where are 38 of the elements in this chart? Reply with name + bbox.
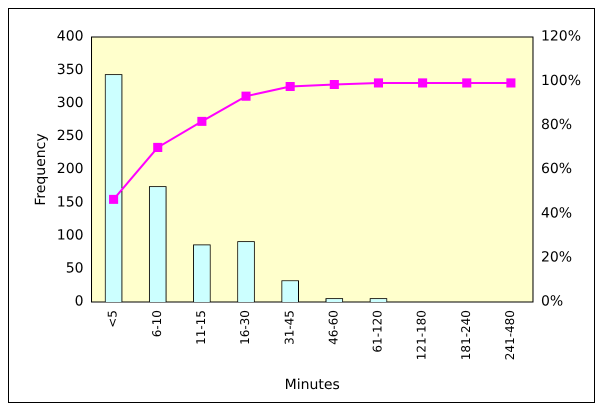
y-tick-label: 300 xyxy=(56,94,84,111)
x-tick-label: <5 xyxy=(106,310,120,328)
point xyxy=(462,78,472,88)
point xyxy=(506,78,516,88)
point xyxy=(197,116,206,126)
x-tick-label: 16-30 xyxy=(238,310,252,345)
x-tick-label: 241-480 xyxy=(503,310,518,360)
y2-tick-label: 0% xyxy=(540,294,564,310)
point xyxy=(418,78,428,88)
y2-tick-label: 20% xyxy=(540,250,572,266)
point xyxy=(330,80,339,90)
x-tick-label: 31-45 xyxy=(282,310,296,345)
y2-tick-label: 60% xyxy=(540,161,572,178)
x-tick-label: 46-60 xyxy=(326,310,340,345)
point xyxy=(153,142,162,152)
y2-tick-label: 120% xyxy=(540,28,582,45)
x-tick-label: 61-120 xyxy=(370,310,385,353)
y-axis-title: Frequency xyxy=(33,133,50,206)
y-tick-label: 150 xyxy=(56,194,84,210)
x-tick-label: 121-180 xyxy=(414,310,429,360)
point xyxy=(109,194,118,204)
point xyxy=(241,92,251,101)
y-tick-label: 50 xyxy=(66,260,84,277)
y-tick-label: 400 xyxy=(56,28,84,45)
y2-tick-label: 40% xyxy=(540,205,572,222)
point xyxy=(374,78,384,88)
y2-tick-label: 100% xyxy=(540,72,582,89)
y2-tick-label: 80% xyxy=(540,116,572,133)
y-tick-label: 100 xyxy=(56,227,84,244)
point xyxy=(286,82,295,92)
x-axis-title: Minutes xyxy=(284,377,340,394)
x-tick-label: 6-10 xyxy=(150,310,164,338)
y-tick-label: 350 xyxy=(56,62,84,78)
x-tick-label: 11-15 xyxy=(194,310,208,345)
y-tick-label: 0 xyxy=(74,294,84,310)
y-tick-label: 250 xyxy=(56,128,84,144)
x-tick-label: 181-240 xyxy=(458,310,473,360)
y-tick-label: 200 xyxy=(56,161,84,178)
